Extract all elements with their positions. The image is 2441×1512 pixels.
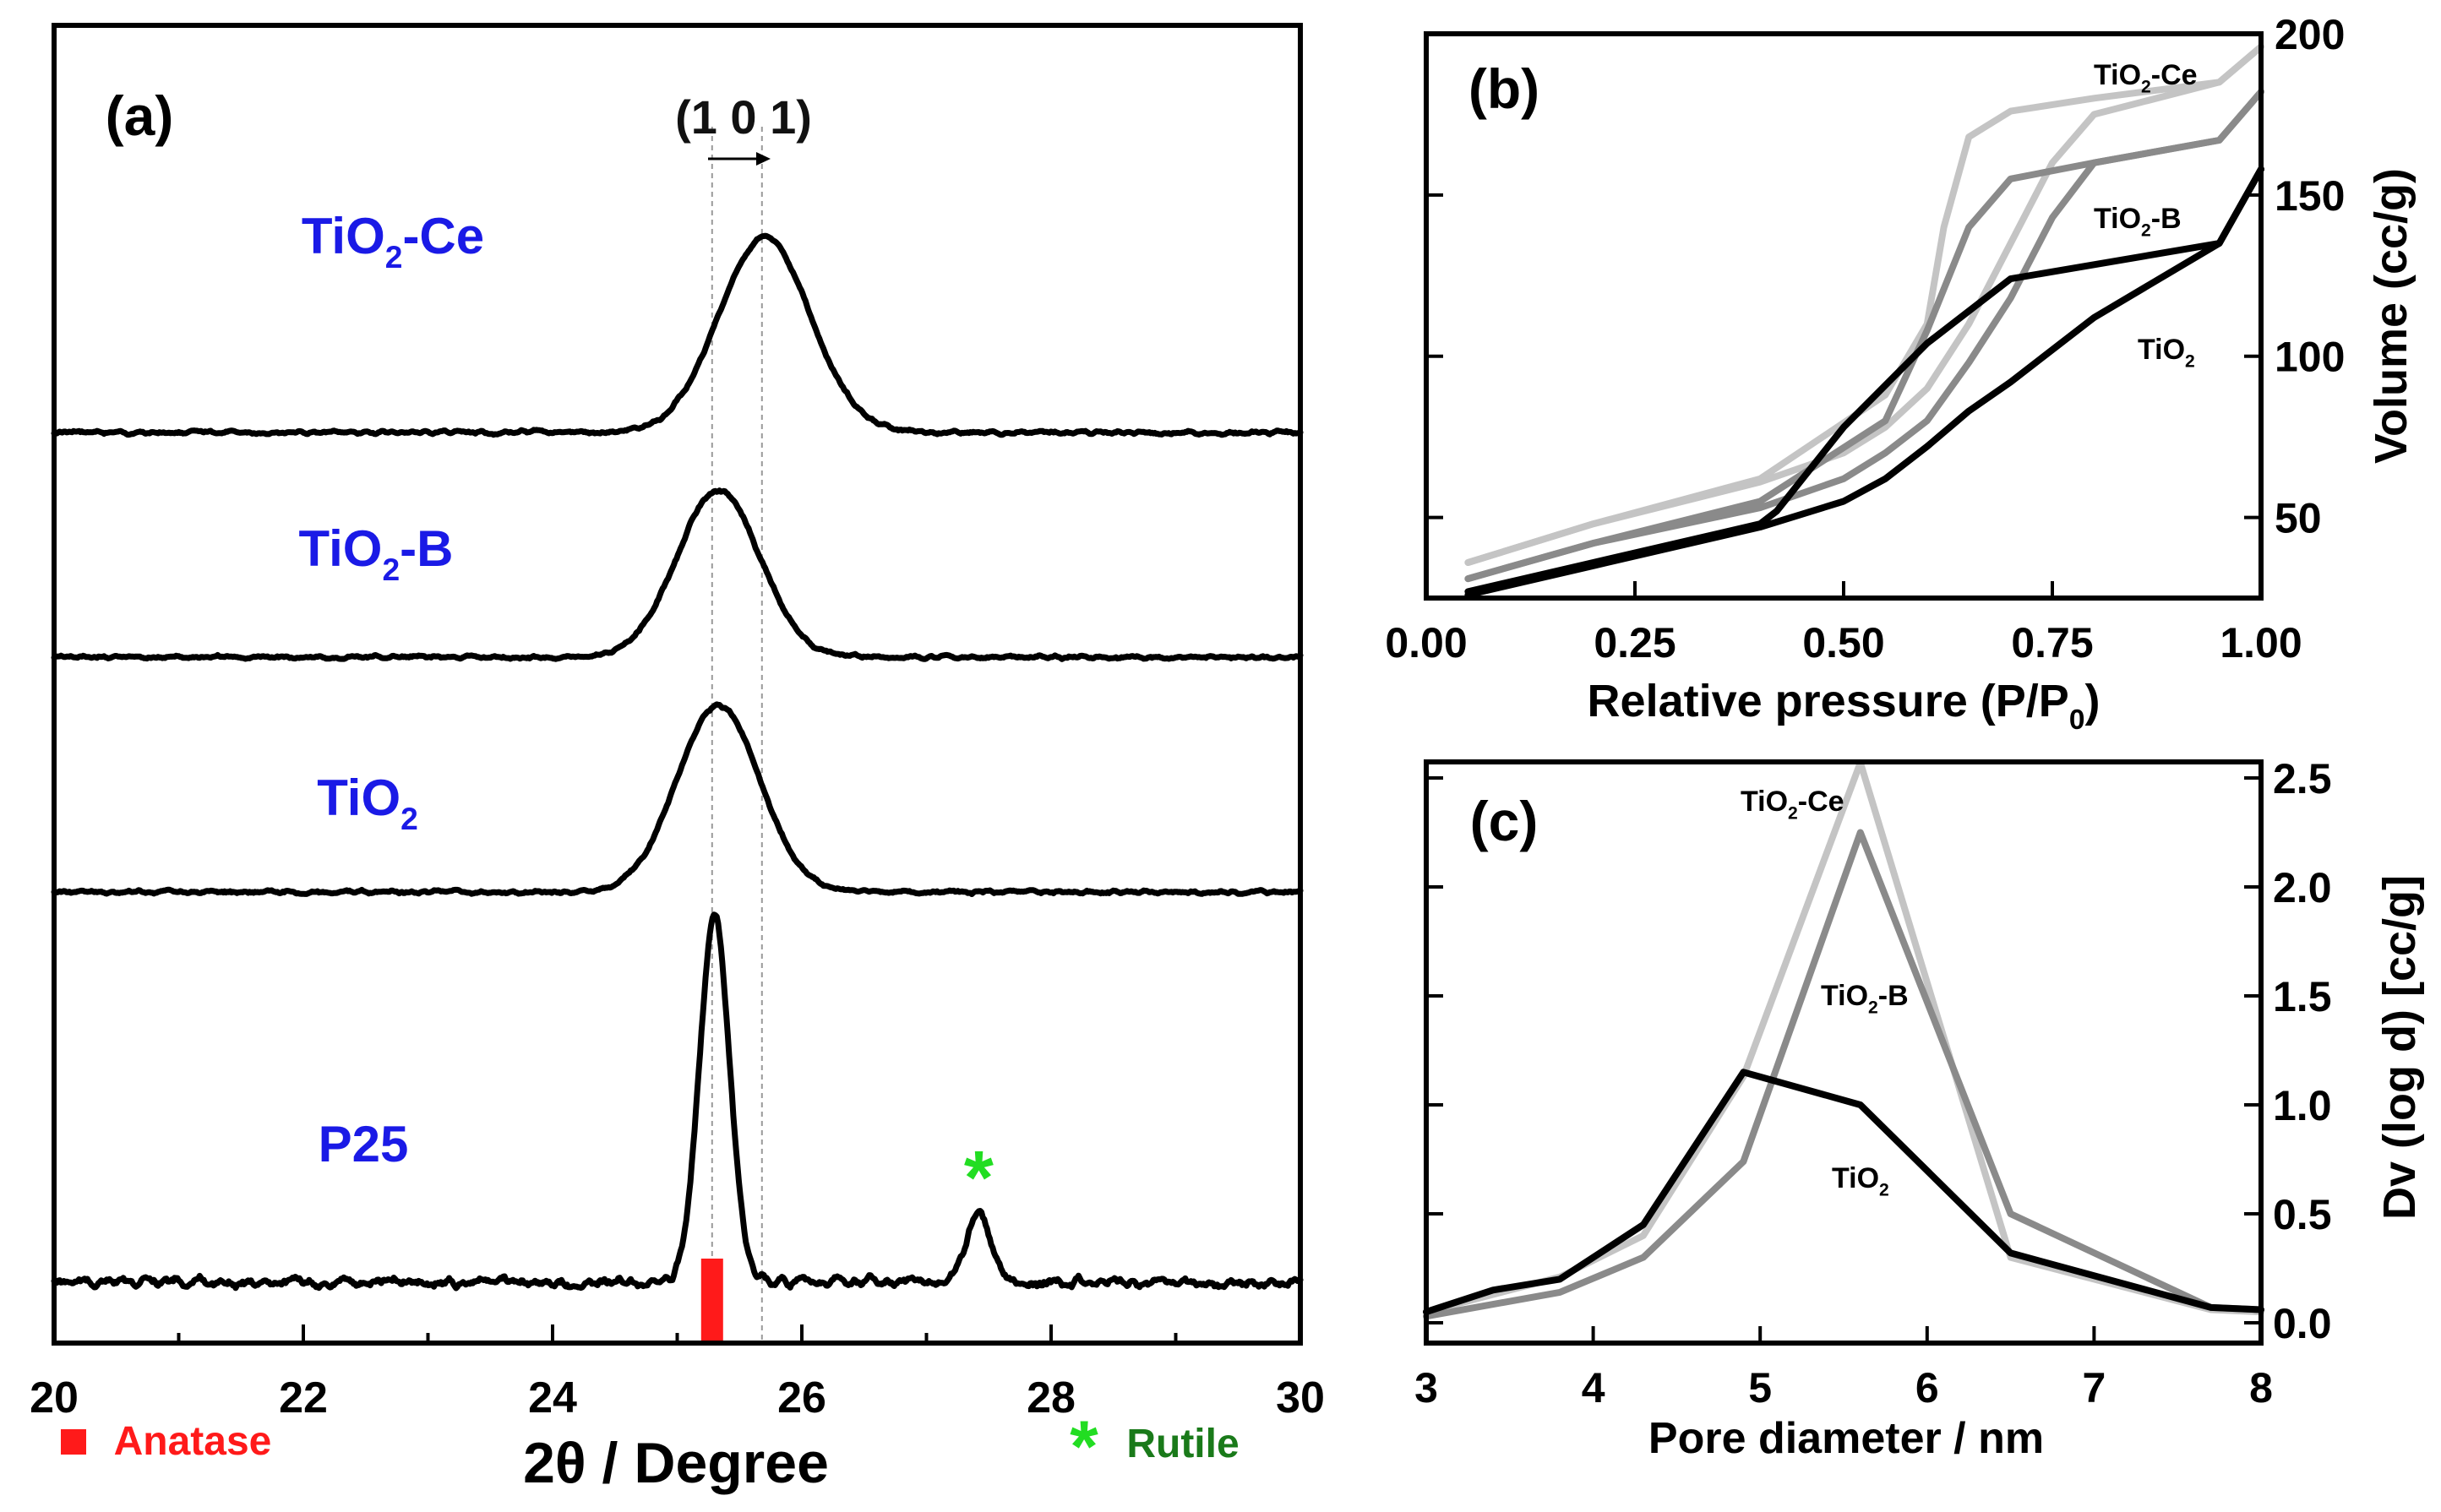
series-label-3-main: P25 <box>319 1116 409 1172</box>
series-label-1-tail: -B <box>400 520 453 577</box>
series-label-1: TiO2-B <box>2094 203 2182 241</box>
series-label-1-main: TiO <box>1821 980 1868 1012</box>
series-label-0-tail: -Ce <box>1798 786 1844 818</box>
rutile-legend-label: Rutile <box>1126 1422 1239 1466</box>
plot-frame-b <box>1424 31 2264 601</box>
y-tick-label-0: 0.0 <box>2273 1300 2332 1347</box>
series-label-2-sub: 2 <box>1879 1181 1889 1200</box>
series-label-2-main: TiO <box>2138 334 2185 366</box>
panel-label-c: (c) <box>1470 790 1539 852</box>
pore-distribution-2 <box>1423 1069 2264 1316</box>
rutile-star-marker: * <box>964 1136 994 1221</box>
anatase-reference-bar <box>700 1259 723 1343</box>
panel-c-pore-distribution: 3 4 5 6 7 80.0 0.5 1.0 1.5 2.0 2.5 Pore diameter / … <box>1414 755 2425 1463</box>
series-label-0-sub: 2 <box>385 239 403 275</box>
series-label-0: TiO2-Ce <box>2094 59 2198 97</box>
y-tick-label-2: 1.0 <box>2273 1082 2332 1129</box>
series-label-2-sub: 2 <box>2185 352 2195 372</box>
pore-distribution-0 <box>1423 759 2264 1316</box>
x-tick-label-3: 0.75 <box>2011 619 2093 666</box>
x-axis-label-sub: 0 <box>2069 704 2085 736</box>
xrd-trace-3 <box>51 911 1304 1292</box>
series-label-1-sub: 2 <box>2141 221 2151 241</box>
x-tick-label-4: 28 <box>1027 1373 1076 1422</box>
x-tick-label-1: 4 <box>1582 1364 1605 1411</box>
x-tick-label-5: 30 <box>1276 1373 1325 1422</box>
series-label-0-main: TiO <box>2094 59 2141 91</box>
panel-b-isotherms: 0.00 0.25 0.50 0.75 1.00 50 100 150 200 Relative … <box>1385 11 2416 736</box>
rutile-legend-star: * <box>1070 1406 1098 1488</box>
series-label-0-sub: 2 <box>2141 78 2151 97</box>
panel-label-a: (a) <box>106 84 174 147</box>
series-label-1-tail: -B <box>1878 980 1909 1012</box>
x-tick-label-4: 7 <box>2082 1364 2106 1411</box>
series-label-2-sub: 2 <box>400 801 418 836</box>
x-axis-label: Pore diameter / nm <box>1648 1414 2044 1463</box>
y-tick-label-1: 0.5 <box>2273 1191 2332 1238</box>
x-tick-label-0: 0.00 <box>1385 619 1467 666</box>
x-axis-label-tail: ) <box>2084 676 2100 726</box>
x-axis-label: 2θ / Degree <box>523 1431 829 1495</box>
xrd-trace-1 <box>51 487 1304 662</box>
x-tick-label-5: 8 <box>2249 1364 2273 1411</box>
x-tick-label-1: 0.25 <box>1594 619 1675 666</box>
x-tick-label-4: 1.00 <box>2220 619 2302 666</box>
x-tick-label-2: 0.50 <box>1802 619 1884 666</box>
y-tick-label-4: 2.0 <box>2273 864 2332 911</box>
series-label-1: TiO2-B <box>299 520 454 587</box>
y-tick-label-3: 1.5 <box>2273 973 2332 1020</box>
series-label-0-tail: -Ce <box>402 208 484 264</box>
series-label-0-sub: 2 <box>1788 804 1798 824</box>
y-axis-label: Volume (cc/g) <box>2366 168 2416 464</box>
plot-frame-a <box>52 23 1303 1346</box>
x-tick-label-0: 20 <box>30 1373 79 1422</box>
y-tick-label-5: 2.5 <box>2273 755 2332 802</box>
xrd-trace-2 <box>51 701 1304 897</box>
x-tick-label-2: 24 <box>528 1373 577 1422</box>
x-axis-label: Relative pressure (P/P0) <box>1588 676 2100 736</box>
series-label-1: TiO2-B <box>1821 980 1909 1018</box>
series-label-2: TiO2 <box>1832 1162 1889 1200</box>
series-label-2: TiO2 <box>317 770 418 836</box>
reflection-label: (1 0 1) <box>675 90 812 144</box>
panel-label-b: (b) <box>1468 57 1539 120</box>
x-tick-label-2: 5 <box>1748 1364 1772 1411</box>
anatase-legend-label: Anatase <box>114 1419 272 1464</box>
series-label-1-tail: -B <box>2151 203 2182 235</box>
series-label-1-sub: 2 <box>1868 998 1878 1018</box>
isotherm-desorption-1 <box>1464 88 2264 583</box>
shift-arrow-head <box>756 152 771 166</box>
series-label-1-main: TiO <box>2094 203 2141 235</box>
series-label-0-main: TiO <box>1741 786 1788 818</box>
x-axis-label-main: Relative pressure (P/P <box>1588 676 2069 726</box>
isotherm-desorption-0 <box>1464 43 2264 566</box>
isotherm-adsorption-0 <box>1464 43 2264 566</box>
y-axis-label: Dv (log d) [cc/g] <box>2374 875 2425 1220</box>
y-tick-label-3: 200 <box>2275 11 2345 58</box>
y-tick-label-2: 150 <box>2275 172 2345 220</box>
x-tick-label-3: 26 <box>777 1373 826 1422</box>
series-label-1-main: TiO <box>299 520 383 577</box>
series-label-2-main: TiO <box>1832 1162 1879 1194</box>
x-tick-label-1: 22 <box>279 1373 328 1422</box>
plot-frame-c <box>1424 759 2264 1346</box>
x-tick-label-3: 6 <box>1915 1364 1939 1411</box>
series-label-2: TiO2 <box>2138 334 2195 372</box>
series-label-3: P25 <box>319 1116 409 1172</box>
y-tick-label-0: 50 <box>2275 495 2322 542</box>
series-label-0: TiO2-Ce <box>302 208 484 275</box>
isotherm-desorption-2 <box>1464 166 2264 596</box>
y-tick-label-1: 100 <box>2275 334 2345 381</box>
anatase-legend-swatch <box>61 1429 86 1455</box>
x-tick-label-0: 3 <box>1414 1364 1438 1411</box>
series-label-2-main: TiO <box>317 770 400 826</box>
xrd-trace-0 <box>51 232 1304 438</box>
series-label-1-sub: 2 <box>382 552 400 587</box>
series-label-0-tail: -Ce <box>2151 59 2198 91</box>
pore-distribution-1 <box>1423 829 2264 1320</box>
series-label-0-main: TiO <box>302 208 385 264</box>
series-label-0: TiO2-Ce <box>1741 786 1844 824</box>
